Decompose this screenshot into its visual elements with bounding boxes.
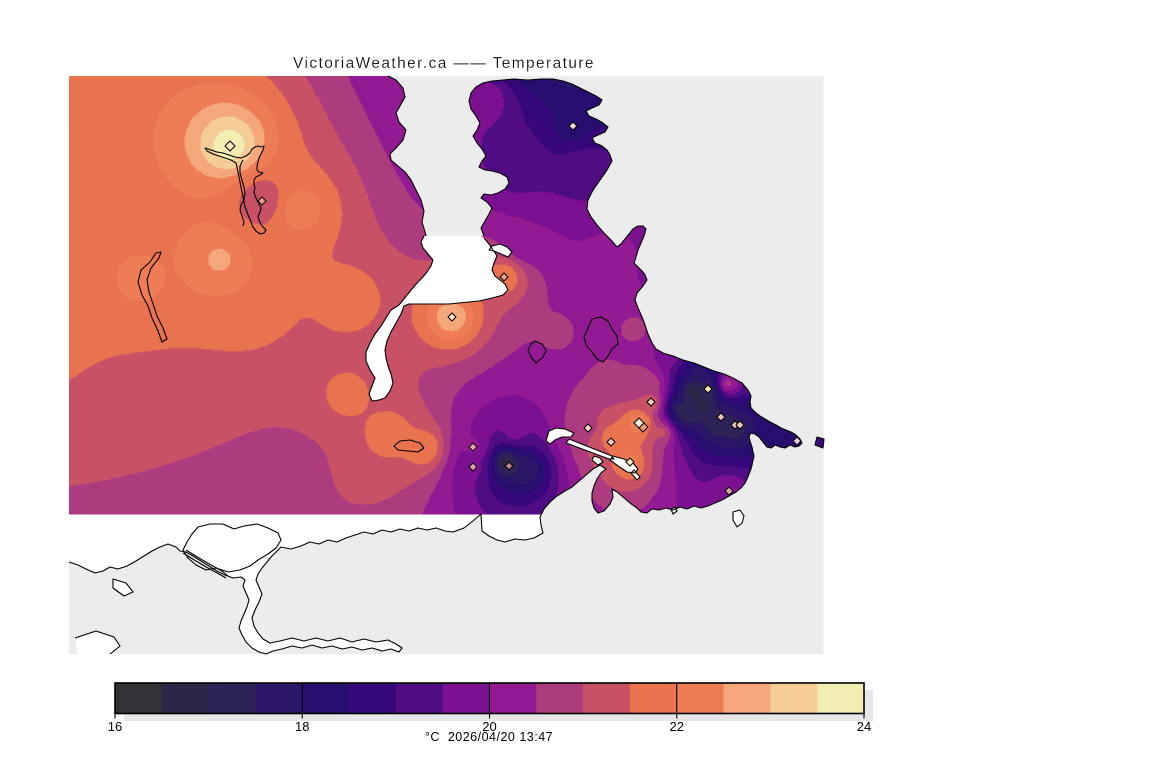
svg-text:VictoriaWeather.ca —— Temperat: VictoriaWeather.ca —— Temperature xyxy=(293,55,595,72)
svg-text:16: 16 xyxy=(108,719,122,734)
svg-text:24: 24 xyxy=(857,719,871,734)
svg-text:20: 20 xyxy=(482,719,496,734)
svg-text:22: 22 xyxy=(670,719,684,734)
svg-text:°C 2026/04/20 13:47: °C 2026/04/20 13:47 xyxy=(425,730,553,744)
svg-text:18: 18 xyxy=(295,719,309,734)
